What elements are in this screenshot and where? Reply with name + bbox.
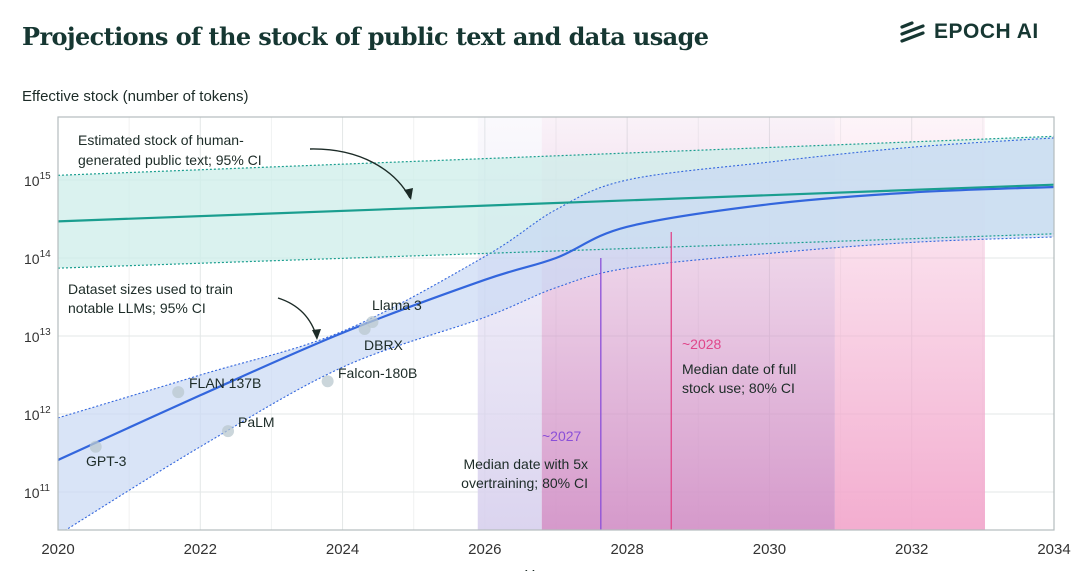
model-point <box>172 386 185 399</box>
y-tick-label: 1013 <box>24 327 51 345</box>
overtraining-desc-line: overtraining; 80% CI <box>461 475 588 491</box>
model-point <box>358 322 371 335</box>
dataset-annotation-line: Dataset sizes used to train <box>68 281 233 297</box>
stock-median-line <box>58 183 1054 223</box>
model-label: PaLM <box>238 414 275 430</box>
y-tick-exponent: 13 <box>40 327 52 338</box>
full-stock-median-label: ~2028 <box>682 336 722 352</box>
x-tick-label: 2032 <box>895 541 928 558</box>
overtraining-desc-line: Median date with 5x <box>463 456 588 472</box>
x-tick-label: 2028 <box>610 541 643 558</box>
dataset-annotation-line: notable LLMs; 95% CI <box>68 300 206 316</box>
full-stock-desc-line: Median date of full <box>682 361 796 377</box>
stock-annotation-line: generated public text; 95% CI <box>78 152 262 168</box>
stock-arrow <box>309 148 411 199</box>
model-label: GPT-3 <box>86 453 127 469</box>
dataset-arrowhead-icon <box>312 329 321 340</box>
y-tick-label: 1015 <box>24 171 51 189</box>
dataset-median-line <box>58 185 1054 462</box>
y-tick-exponent: 12 <box>40 405 52 416</box>
dataset-arrow <box>277 297 318 339</box>
epoch-ai-logo: EPOCH AI <box>898 20 1039 44</box>
model-point <box>321 375 334 388</box>
plot-area <box>58 117 1054 530</box>
y-tick-exponent: 15 <box>40 171 52 182</box>
model-point <box>366 315 379 328</box>
x-tick-label: 2020 <box>41 541 74 558</box>
model-label: FLAN 137B <box>189 375 261 391</box>
chart-title: Projections of the stock of public text … <box>22 22 709 51</box>
y-tick-base: 10 <box>24 407 40 423</box>
y-tick-base: 10 <box>24 173 40 189</box>
epoch-stripes-icon <box>900 21 925 43</box>
dataset-ci-edge <box>64 236 1054 530</box>
model-label: DBRX <box>364 337 404 353</box>
y-tick-base: 10 <box>24 485 40 501</box>
plot-frame <box>57 116 1055 531</box>
y-tick-label: 1014 <box>24 249 51 267</box>
x-tick-label: 2026 <box>468 541 501 558</box>
y-tick-base: 10 <box>24 329 40 345</box>
y-tick-base: 10 <box>24 251 40 267</box>
stock-annotation-line: Estimated stock of human- <box>78 132 244 148</box>
overtraining-median-label: ~2027 <box>542 428 582 444</box>
logo-text: EPOCH AI <box>934 20 1039 43</box>
y-tick-label: 1012 <box>24 405 51 423</box>
dataset-ci-band <box>58 137 1054 530</box>
y-tick-label: 1011 <box>24 483 50 501</box>
x-tick-label: 2024 <box>326 541 359 558</box>
x-tick-label: 2030 <box>753 541 786 558</box>
y-axis-label: Effective stock (number of tokens) <box>22 88 249 105</box>
model-label: Llama 3 <box>372 297 422 313</box>
stock-arrowhead-icon <box>404 188 413 200</box>
model-label: Falcon-180B <box>338 365 417 381</box>
x-tick-label: 2022 <box>184 541 217 558</box>
model-point <box>89 440 102 453</box>
model-point <box>222 425 235 438</box>
y-tick-exponent: 11 <box>40 483 51 494</box>
full-stock-desc-line: stock use; 80% CI <box>682 380 795 396</box>
x-axis-label: Year <box>525 567 555 571</box>
x-tick-label: 2034 <box>1037 541 1070 558</box>
y-tick-exponent: 14 <box>40 249 52 260</box>
